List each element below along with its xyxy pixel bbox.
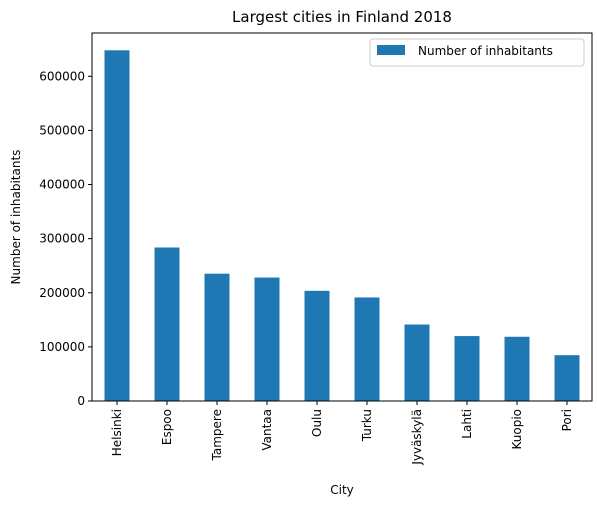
x-tick-label: Tampere: [210, 409, 224, 461]
y-tick-label: 400000: [39, 178, 85, 192]
x-tick-label: Pori: [560, 409, 574, 431]
y-tick-label: 600000: [39, 69, 85, 83]
y-tick-label: 100000: [39, 340, 85, 354]
x-axis-label: City: [330, 483, 354, 497]
legend-swatch: [377, 45, 405, 55]
y-tick-label: 300000: [39, 232, 85, 246]
legend-label: Number of inhabitants: [418, 44, 553, 58]
bar-vantaa: [254, 277, 280, 401]
x-tick-label: Turku: [360, 409, 374, 442]
bar-jyväskylä: [404, 324, 430, 401]
x-tick-label: Kuopio: [510, 409, 524, 450]
y-tick-label: 500000: [39, 123, 85, 137]
bar-tampere: [204, 273, 230, 401]
x-axis-ticks: Helsinki Espoo Tampere Vantaa Oulu Turku Jyväs…: [110, 401, 574, 466]
bar-helsinki: [104, 50, 130, 401]
x-tick-label: Oulu: [310, 409, 324, 437]
bar-pori: [554, 355, 580, 401]
legend: Number of inhabitants: [369, 38, 585, 67]
bar-kuopio: [504, 336, 530, 401]
bar-lahti: [454, 336, 480, 401]
x-tick-label: Lahti: [460, 409, 474, 439]
y-tick-label: 200000: [39, 286, 85, 300]
x-tick-label: Jyväskylä: [410, 409, 424, 466]
x-tick-label: Espoo: [160, 409, 174, 445]
bar-turku: [354, 297, 380, 401]
y-tick-label: 0: [77, 394, 85, 408]
x-tick-label: Helsinki: [110, 409, 124, 456]
plot-area: [104, 50, 580, 401]
bar-espoo: [154, 247, 180, 401]
bar-oulu: [304, 290, 330, 401]
chart-title: Largest cities in Finland 2018: [232, 8, 452, 26]
legend-frame: [369, 38, 585, 67]
axes-frame: [91, 32, 593, 402]
y-axis-ticks: 0 100000 200000 300000 400000 500000 600000: [39, 69, 92, 408]
x-tick-label: Vantaa: [260, 409, 274, 451]
y-axis-label: Number of inhabitants: [9, 150, 23, 285]
